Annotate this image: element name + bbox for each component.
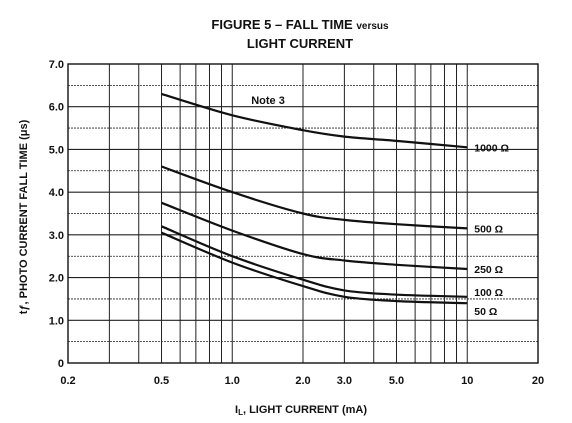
- grid-lines: [67, 63, 539, 364]
- chart-title-line-1: FIGURE 5 – FALL TIME versus: [211, 17, 389, 32]
- series-curve: [161, 231, 468, 305]
- series-curve: [161, 92, 468, 149]
- x-axis-label-text: , LIGHT CURRENT (mA): [243, 404, 367, 416]
- plot-frame: [67, 63, 539, 364]
- series-label: 50 Ω: [474, 306, 497, 318]
- y-tick-label: 6.0: [49, 102, 64, 114]
- chart-title-versus: versus: [356, 21, 389, 32]
- x-axis-label: IL, LIGHT CURRENT (mA): [235, 404, 367, 417]
- note-annotation: Note 3: [251, 95, 285, 107]
- chart-title-main: FIGURE 5 – FALL TIME: [211, 17, 353, 32]
- x-tick-label: 2.0: [295, 375, 310, 387]
- y-tick-label: 2.0: [49, 273, 64, 285]
- x-tick-label: 0.5: [154, 375, 169, 387]
- y-tick-label: 7.0: [49, 59, 64, 71]
- y-tick-labels: 0 1.0 2.0 3.0 4.0 5.0 6.0 7.0: [49, 59, 64, 370]
- series-curves: [161, 92, 468, 305]
- y-tick-label: 0: [58, 358, 64, 370]
- series-label: 100 Ω: [474, 287, 503, 299]
- x-axis-label-symbol: I: [235, 404, 238, 416]
- series-curve: [161, 225, 468, 298]
- x-tick-label: 10: [461, 375, 473, 387]
- y-tick-label: 5.0: [49, 144, 64, 156]
- y-tick-label: 4.0: [49, 187, 64, 199]
- x-tick-label: 5.0: [389, 375, 404, 387]
- series-label: 500 Ω: [474, 223, 503, 235]
- series-label: 250 Ω: [474, 264, 503, 276]
- series-label: 1000 Ω: [474, 142, 509, 154]
- series-labels: 1000 Ω 500 Ω 250 Ω 100 Ω 50 Ω: [474, 142, 509, 318]
- x-tick-label: 0.2: [60, 375, 75, 387]
- y-tick-label: 1.0: [49, 315, 64, 327]
- x-tick-labels: 0.2 0.5 1.0 2.0 3.0 5.0 10 20: [60, 375, 544, 387]
- x-tick-label: 20: [532, 375, 544, 387]
- x-tick-label: 3.0: [337, 375, 352, 387]
- series-curve: [161, 165, 468, 230]
- x-tick-label: 1.0: [225, 375, 240, 387]
- x-axis-label-subscript: L: [238, 408, 243, 417]
- chart-title-line-2: LIGHT CURRENT: [247, 36, 353, 51]
- y-tick-label: 3.0: [49, 230, 64, 242]
- y-axis-label: tƒ, PHOTO CURRENT FALL TIME (μs): [18, 119, 30, 314]
- series-curve: [161, 201, 468, 271]
- chart-title: FIGURE 5 – FALL TIME versus LIGHT CURREN…: [211, 17, 389, 51]
